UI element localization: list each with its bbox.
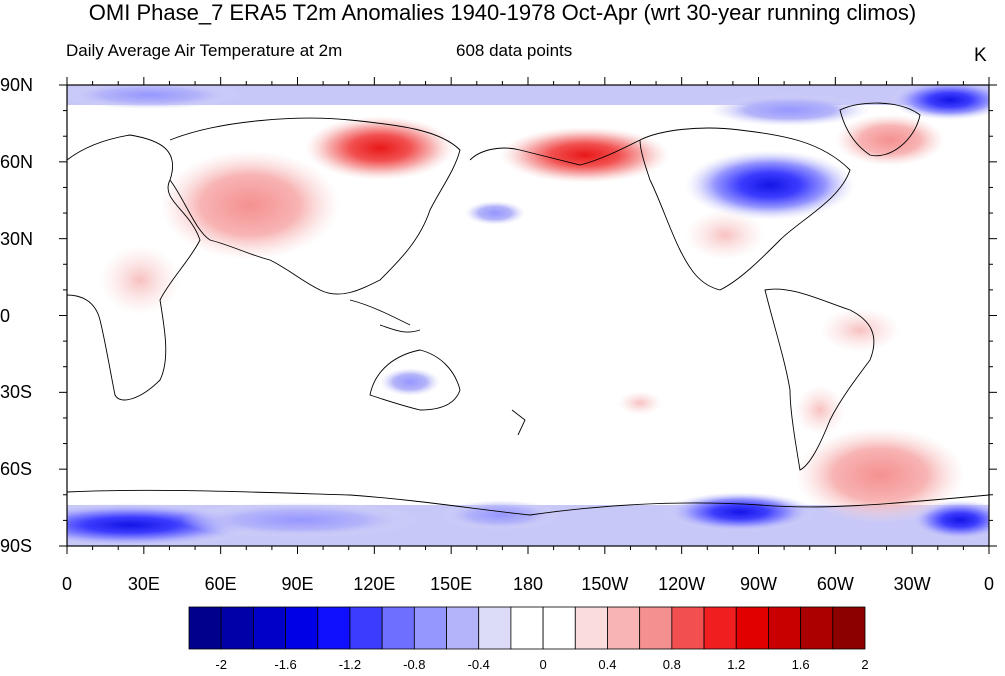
colorbar-box bbox=[671, 606, 705, 650]
lon-label: 150W bbox=[581, 574, 629, 594]
colorbar-box bbox=[413, 606, 447, 650]
colorbar-box bbox=[574, 606, 608, 650]
lon-label: 120E bbox=[353, 574, 396, 594]
lat-label: 60S bbox=[0, 459, 33, 480]
colorbar-box bbox=[607, 606, 641, 650]
colorbar bbox=[188, 606, 866, 650]
colorbar-box bbox=[188, 606, 222, 650]
units-label: K bbox=[974, 45, 987, 66]
colorbar-box bbox=[703, 606, 737, 650]
lon-label: 60W bbox=[816, 574, 854, 594]
lon-label: 60E bbox=[204, 574, 237, 594]
colorbar-box bbox=[285, 606, 319, 650]
lat-label: 90S bbox=[0, 536, 33, 556]
colorbar-box bbox=[478, 606, 512, 650]
colorbar-box bbox=[768, 606, 802, 650]
colorbar-label: -0.8 bbox=[403, 657, 426, 672]
colorbar-label: -0.4 bbox=[467, 657, 490, 672]
colorbar-box bbox=[542, 606, 576, 650]
colorbar-box bbox=[510, 606, 544, 650]
colorbar-label: 2 bbox=[861, 657, 869, 672]
map-subtitle: Daily Average Air Temperature at 2m bbox=[66, 41, 343, 60]
axis-ticks bbox=[59, 77, 997, 554]
colorbar-box bbox=[639, 606, 673, 650]
colorbar-box bbox=[800, 606, 834, 650]
colorbar-box bbox=[832, 606, 866, 650]
colorbar-box bbox=[735, 606, 769, 650]
colorbar-label: -1.6 bbox=[274, 657, 297, 672]
anomaly-field bbox=[67, 85, 989, 546]
lon-label: 180 bbox=[512, 574, 544, 594]
lon-label: 30E bbox=[127, 574, 160, 594]
coastlines bbox=[67, 102, 989, 516]
lon-label: 30W bbox=[893, 574, 931, 594]
lon-label: 90W bbox=[739, 574, 778, 594]
colorbar-box bbox=[317, 606, 351, 650]
lon-label: 0 bbox=[983, 574, 995, 594]
colorbar-box bbox=[381, 606, 415, 650]
lat-label: 60N bbox=[0, 151, 34, 172]
colorbar-label: 0.4 bbox=[598, 657, 617, 672]
colorbar-label: 0 bbox=[539, 657, 547, 672]
lon-label: 150E bbox=[430, 574, 473, 594]
colorbar-label: -1.2 bbox=[338, 657, 362, 672]
colorbar-box bbox=[252, 606, 286, 650]
lat-label: 30S bbox=[0, 382, 33, 403]
lat-label: 30N bbox=[0, 228, 34, 249]
colorbar-label: 1.2 bbox=[727, 657, 746, 672]
lat-label: 0 bbox=[0, 305, 11, 326]
map-title: OMI Phase_7 ERA5 T2m Anomalies 1940-1978… bbox=[88, 0, 917, 25]
lon-label: 90E bbox=[281, 574, 314, 594]
colorbar-label: 1.6 bbox=[791, 657, 810, 672]
colorbar-box bbox=[220, 606, 254, 650]
colorbar-label: -2 bbox=[215, 657, 227, 672]
colorbar-box bbox=[446, 606, 480, 650]
lon-label: 0 bbox=[61, 574, 73, 594]
data-points-label: 608 data points bbox=[456, 41, 573, 60]
lon-label: 120W bbox=[658, 574, 706, 594]
colorbar-label: 0.8 bbox=[662, 657, 681, 672]
lat-label: 90N bbox=[0, 75, 34, 95]
colorbar-box bbox=[349, 606, 383, 650]
